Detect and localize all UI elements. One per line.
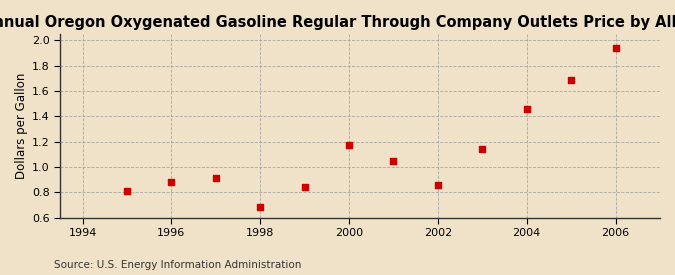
Point	[388, 158, 399, 163]
Point	[477, 147, 488, 152]
Point	[299, 185, 310, 189]
Y-axis label: Dollars per Gallon: Dollars per Gallon	[15, 73, 28, 179]
Point	[566, 77, 576, 82]
Point	[344, 143, 354, 148]
Point	[610, 46, 621, 50]
Point	[433, 182, 443, 187]
Point	[255, 205, 266, 210]
Point	[521, 106, 532, 111]
Point	[166, 180, 177, 184]
Title: Annual Oregon Oxygenated Gasoline Regular Through Company Outlets Price by All S: Annual Oregon Oxygenated Gasoline Regula…	[0, 15, 675, 30]
Point	[211, 176, 221, 180]
Text: Source: U.S. Energy Information Administration: Source: U.S. Energy Information Administ…	[54, 260, 301, 270]
Point	[122, 189, 132, 193]
